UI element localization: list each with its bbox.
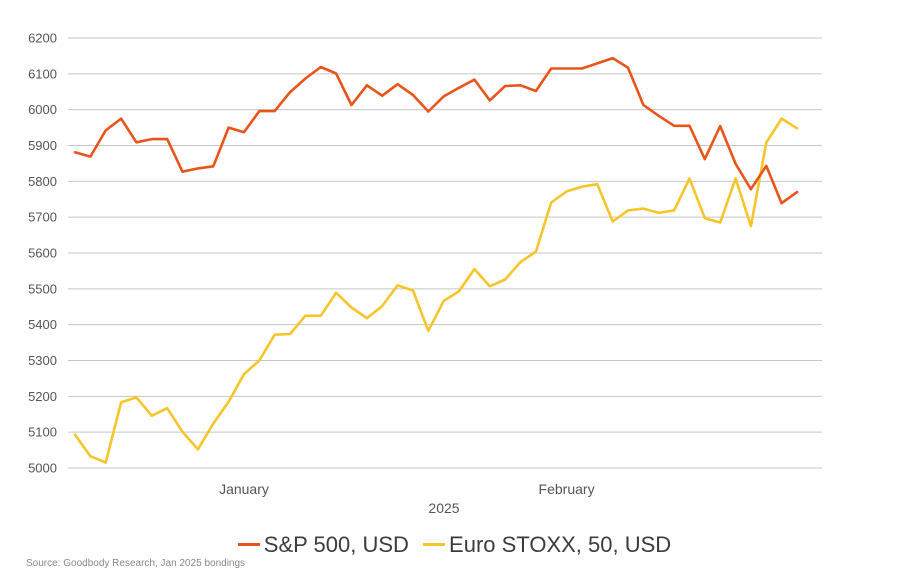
source-note: Source: Goodbody Research, Jan 2025 bond… [26, 558, 246, 569]
x-axis-tick-labels: January February [219, 481, 595, 497]
y-tick-label: 5100 [28, 425, 57, 440]
y-tick-label: 5300 [28, 353, 57, 368]
y-tick-label: 6000 [28, 102, 57, 117]
y-tick-label: 6200 [28, 31, 57, 46]
y-tick-label: 5700 [28, 210, 57, 225]
legend: S&P 500, USD Euro STOXX, 50, USD [0, 526, 909, 558]
series-line-eurostoxx [73, 117, 799, 464]
x-tick-label: February [539, 481, 595, 497]
legend-label-eurostoxx: Euro STOXX, 50, USD [449, 531, 672, 557]
legend-swatch-eurostoxx [423, 543, 446, 546]
series-lines [73, 56, 799, 464]
line-chart: 5000 5100 5200 5300 5400 5500 5600 5700 5800 5900… [28, 31, 822, 516]
gridlines [68, 37, 822, 469]
x-axis-label: 2025 [428, 500, 459, 516]
x-tick-label: January [219, 481, 269, 497]
y-tick-label: 6100 [28, 66, 57, 81]
legend-item-eurostoxx: Euro STOXX, 50, USD [423, 532, 671, 558]
y-axis-tick-labels: 5000 5100 5200 5300 5400 5500 5600 5700 5800 5900… [28, 31, 57, 476]
legend-label-sp500: S&P 500, USD [263, 531, 409, 557]
y-tick-label: 5500 [28, 281, 57, 296]
y-tick-label: 5600 [28, 246, 57, 261]
legend-item-sp500: S&P 500, USD [237, 531, 409, 558]
y-tick-label: 5200 [28, 389, 57, 404]
y-tick-label: 5400 [28, 317, 57, 332]
y-tick-label: 5000 [28, 461, 57, 476]
legend-swatch-sp500 [237, 543, 260, 546]
y-tick-label: 5900 [28, 138, 57, 153]
series-line-sp500 [73, 56, 799, 205]
y-tick-label: 5800 [28, 174, 57, 189]
